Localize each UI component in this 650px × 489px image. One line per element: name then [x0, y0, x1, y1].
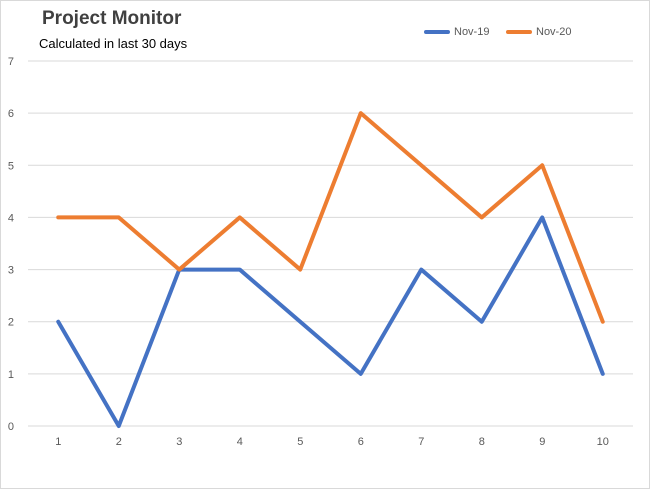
data-point-nov-20	[178, 269, 180, 271]
y-tick-label: 2	[8, 317, 14, 329]
data-point-nov-19	[481, 321, 483, 323]
data-point-nov-20	[420, 164, 422, 166]
x-tick-label: 2	[116, 436, 122, 448]
chart-subtitle: Calculated in last 30 days	[39, 36, 188, 51]
data-point-nov-19	[360, 373, 362, 375]
data-point-nov-20	[481, 216, 483, 218]
legend-swatch-nov-19	[424, 30, 450, 34]
data-point-nov-19	[299, 321, 301, 323]
data-point-nov-20	[57, 216, 59, 218]
x-tick-label: 6	[358, 436, 364, 448]
y-tick-label: 6	[8, 108, 14, 120]
y-tick-label: 4	[8, 212, 14, 224]
data-point-nov-19	[602, 373, 604, 375]
data-point-nov-20	[299, 269, 301, 271]
y-tick-label: 7	[8, 56, 14, 68]
chart-title: Project Monitor	[42, 8, 182, 29]
x-tick-label: 9	[539, 436, 545, 448]
legend-item-nov-20: Nov-20	[506, 24, 571, 40]
x-tick-label: 5	[297, 436, 303, 448]
data-point-nov-19	[118, 425, 120, 427]
data-point-nov-19	[239, 269, 241, 271]
y-tick-label: 1	[8, 369, 14, 381]
data-point-nov-20	[360, 112, 362, 114]
y-tick-label: 0	[8, 421, 14, 433]
x-tick-label: 10	[597, 436, 609, 448]
series-line-nov-20	[56, 111, 605, 324]
y-tick-label: 3	[8, 265, 14, 277]
data-point-nov-20	[239, 216, 241, 218]
legend-label-nov-20: Nov-20	[536, 26, 572, 38]
data-point-nov-20	[602, 321, 604, 323]
x-tick-label: 7	[418, 436, 424, 448]
data-point-nov-20	[118, 216, 120, 218]
legend-label-nov-19: Nov-19	[454, 26, 490, 38]
x-axis-ticks: 1 2 3 4 5 6 7 8 9 10	[55, 436, 609, 448]
x-tick-label: 8	[479, 436, 485, 448]
data-point-nov-20	[541, 164, 543, 166]
x-tick-label: 3	[176, 436, 182, 448]
data-point-nov-19	[420, 269, 422, 271]
data-point-nov-19	[541, 216, 543, 218]
y-tick-label: 5	[8, 160, 14, 172]
series-line-nov-19	[56, 215, 605, 428]
series-lines	[56, 111, 605, 428]
x-tick-label: 1	[55, 436, 61, 448]
gridlines	[28, 60, 633, 427]
legend-item-nov-19: Nov-19	[424, 24, 489, 40]
x-tick-label: 4	[237, 436, 243, 448]
data-point-nov-19	[57, 321, 59, 323]
legend-swatch-nov-20	[506, 30, 532, 34]
y-axis-ticks: 0 1 2 3 4 5 6 7	[8, 56, 14, 433]
